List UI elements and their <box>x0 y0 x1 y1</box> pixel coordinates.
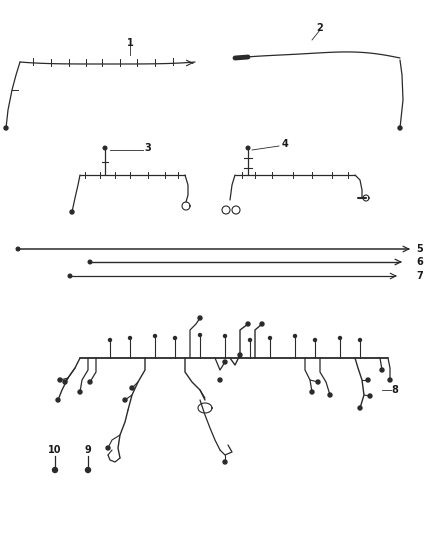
Circle shape <box>198 334 201 336</box>
Text: 4: 4 <box>282 139 288 149</box>
Circle shape <box>310 390 314 394</box>
Circle shape <box>4 126 8 130</box>
Circle shape <box>223 335 226 337</box>
Circle shape <box>128 336 131 340</box>
Circle shape <box>173 336 177 340</box>
Text: 3: 3 <box>145 143 152 153</box>
Text: 6: 6 <box>417 257 424 267</box>
Circle shape <box>223 460 227 464</box>
Circle shape <box>380 368 384 372</box>
Circle shape <box>88 260 92 264</box>
Circle shape <box>246 322 250 326</box>
Circle shape <box>103 146 107 150</box>
Circle shape <box>198 316 202 320</box>
Circle shape <box>223 360 227 364</box>
Text: 8: 8 <box>392 385 399 395</box>
Circle shape <box>398 126 402 130</box>
Circle shape <box>70 210 74 214</box>
Circle shape <box>16 247 20 251</box>
Circle shape <box>53 467 57 472</box>
Circle shape <box>388 378 392 382</box>
Circle shape <box>130 386 134 390</box>
Circle shape <box>260 322 264 326</box>
Circle shape <box>358 406 362 410</box>
Circle shape <box>248 338 251 342</box>
Circle shape <box>58 378 62 382</box>
Circle shape <box>328 393 332 397</box>
Circle shape <box>153 335 156 337</box>
Circle shape <box>218 378 222 382</box>
Circle shape <box>78 390 82 394</box>
Text: 2: 2 <box>317 23 323 33</box>
Circle shape <box>246 146 250 150</box>
Circle shape <box>238 353 242 357</box>
Circle shape <box>366 378 370 382</box>
Circle shape <box>88 380 92 384</box>
Circle shape <box>106 446 110 450</box>
Text: 1: 1 <box>127 38 134 48</box>
Circle shape <box>316 380 320 384</box>
Text: 10: 10 <box>48 445 62 455</box>
Text: 5: 5 <box>417 244 424 254</box>
Circle shape <box>109 338 112 342</box>
Circle shape <box>293 335 297 337</box>
Circle shape <box>63 380 67 384</box>
Circle shape <box>123 398 127 402</box>
Text: 7: 7 <box>417 271 424 281</box>
Circle shape <box>314 338 317 342</box>
Circle shape <box>358 338 361 342</box>
Circle shape <box>268 336 272 340</box>
Text: 9: 9 <box>85 445 92 455</box>
Circle shape <box>56 398 60 402</box>
Circle shape <box>339 336 342 340</box>
Circle shape <box>85 467 91 472</box>
Circle shape <box>68 274 72 278</box>
Circle shape <box>368 394 372 398</box>
